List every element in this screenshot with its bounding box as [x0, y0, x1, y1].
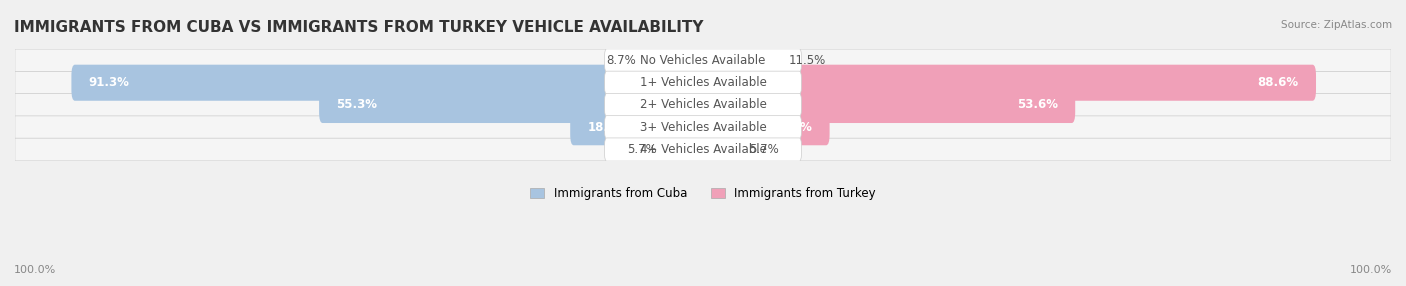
Text: 5.7%: 5.7% — [749, 143, 779, 156]
Text: 55.3%: 55.3% — [336, 98, 377, 112]
FancyBboxPatch shape — [15, 72, 1391, 94]
Text: 1+ Vehicles Available: 1+ Vehicles Available — [640, 76, 766, 89]
FancyBboxPatch shape — [700, 132, 745, 168]
FancyBboxPatch shape — [640, 42, 706, 78]
FancyBboxPatch shape — [15, 94, 1391, 116]
FancyBboxPatch shape — [605, 138, 801, 161]
FancyBboxPatch shape — [605, 116, 801, 139]
Text: 5.7%: 5.7% — [627, 143, 657, 156]
Text: 53.6%: 53.6% — [1017, 98, 1057, 112]
FancyBboxPatch shape — [605, 94, 801, 117]
FancyBboxPatch shape — [605, 49, 801, 72]
Text: 4+ Vehicles Available: 4+ Vehicles Available — [640, 143, 766, 156]
FancyBboxPatch shape — [700, 42, 786, 78]
FancyBboxPatch shape — [700, 87, 1076, 123]
FancyBboxPatch shape — [661, 132, 706, 168]
Text: No Vehicles Available: No Vehicles Available — [640, 54, 766, 67]
Text: 11.5%: 11.5% — [789, 54, 827, 67]
Legend: Immigrants from Cuba, Immigrants from Turkey: Immigrants from Cuba, Immigrants from Tu… — [526, 182, 880, 205]
FancyBboxPatch shape — [605, 71, 801, 94]
Text: 88.6%: 88.6% — [1258, 76, 1299, 89]
Text: 17.9%: 17.9% — [772, 121, 813, 134]
FancyBboxPatch shape — [15, 116, 1391, 139]
Text: 2+ Vehicles Available: 2+ Vehicles Available — [640, 98, 766, 112]
Text: IMMIGRANTS FROM CUBA VS IMMIGRANTS FROM TURKEY VEHICLE AVAILABILITY: IMMIGRANTS FROM CUBA VS IMMIGRANTS FROM … — [14, 20, 703, 35]
Text: 18.8%: 18.8% — [588, 121, 628, 134]
Text: 8.7%: 8.7% — [606, 54, 637, 67]
FancyBboxPatch shape — [15, 138, 1391, 161]
Text: 100.0%: 100.0% — [1350, 265, 1392, 275]
FancyBboxPatch shape — [72, 65, 706, 101]
FancyBboxPatch shape — [319, 87, 706, 123]
FancyBboxPatch shape — [571, 109, 706, 145]
Text: 3+ Vehicles Available: 3+ Vehicles Available — [640, 121, 766, 134]
Text: 100.0%: 100.0% — [14, 265, 56, 275]
Text: 91.3%: 91.3% — [89, 76, 129, 89]
FancyBboxPatch shape — [700, 109, 830, 145]
FancyBboxPatch shape — [700, 65, 1316, 101]
FancyBboxPatch shape — [15, 49, 1391, 72]
Text: Source: ZipAtlas.com: Source: ZipAtlas.com — [1281, 20, 1392, 30]
